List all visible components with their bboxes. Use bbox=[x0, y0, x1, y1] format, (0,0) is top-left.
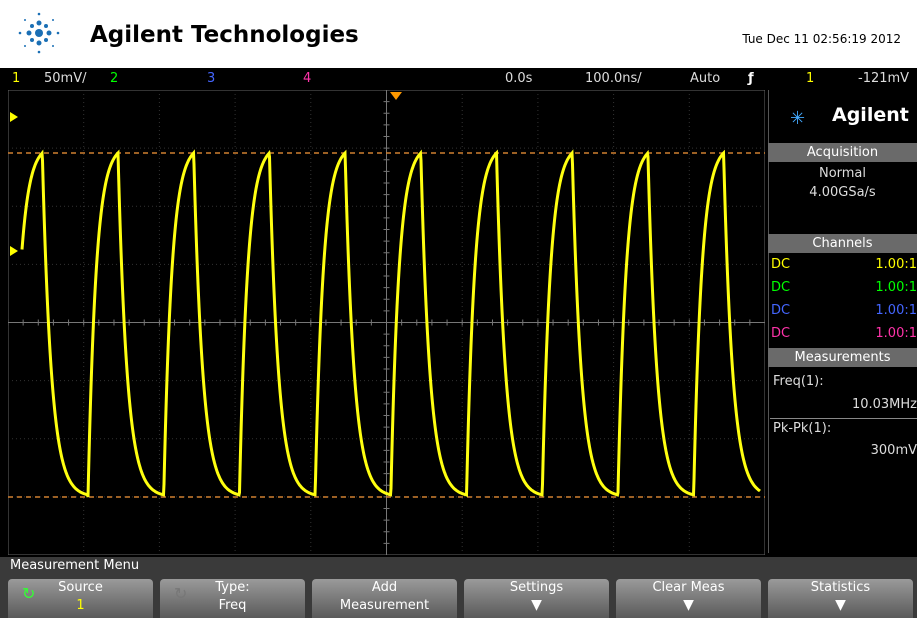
time-delay: 0.0s bbox=[505, 71, 533, 86]
softkey[interactable]: Add Measurement bbox=[312, 579, 457, 618]
trigger-level: -121mV bbox=[858, 71, 910, 86]
measurements-header: Measurements bbox=[768, 348, 917, 367]
acquisition-header: Acquisition bbox=[768, 143, 917, 162]
waveform bbox=[20, 149, 761, 498]
acq-mode: Normal bbox=[818, 166, 867, 181]
ch3-label: 3 bbox=[207, 71, 216, 86]
softkey-arrow: ▼ bbox=[531, 597, 542, 613]
ch2-label: 2 bbox=[110, 71, 119, 86]
trigger-position bbox=[390, 92, 402, 100]
header: Agilent Technologies Tue Dec 11 02:56:19… bbox=[0, 0, 917, 68]
softkey-value: Freq bbox=[218, 598, 247, 613]
trigger-level-marker bbox=[10, 246, 18, 256]
softkey-icon: ↻ bbox=[174, 584, 188, 603]
softkey-label: Add bbox=[371, 580, 398, 595]
softkey-value: Measurement bbox=[339, 598, 430, 613]
softkey[interactable]: Source 1 ↻ bbox=[8, 579, 153, 618]
acq-rate: 4.00GSa/s bbox=[809, 185, 876, 200]
ch1-scale: 50mV/ bbox=[44, 71, 87, 86]
ch1-label: 1 bbox=[12, 71, 21, 86]
softkey[interactable]: Statistics ▼ bbox=[768, 579, 913, 618]
graticule bbox=[8, 90, 765, 555]
channel-ratio: 1.00:1 bbox=[875, 280, 917, 295]
separator bbox=[770, 418, 917, 419]
channel-ratio: 1.00:1 bbox=[875, 257, 917, 272]
softkey-label: Statistics bbox=[810, 580, 871, 595]
softkey-arrow: ▼ bbox=[683, 597, 694, 613]
softkey[interactable]: Clear Meas ▼ bbox=[616, 579, 761, 618]
meas-label: Freq(1): bbox=[773, 374, 824, 389]
softkey[interactable]: Type: Freq ↻ bbox=[160, 579, 305, 618]
trigger-icon: ƒ bbox=[748, 71, 754, 86]
channel-ratio: 1.00:1 bbox=[875, 326, 917, 341]
trigger-source: 1 bbox=[806, 71, 815, 86]
channel-coupling: DC bbox=[771, 280, 791, 295]
softkey-label: Clear Meas bbox=[652, 580, 725, 595]
meas-value: 10.03MHz bbox=[851, 397, 917, 412]
channel-ratio: 1.00:1 bbox=[875, 303, 917, 318]
channel-coupling: DC bbox=[771, 257, 791, 272]
channels-header: Channels bbox=[768, 234, 917, 253]
datetime: Tue Dec 11 02:56:19 2012 bbox=[742, 32, 901, 46]
side-brand: Agilent bbox=[832, 104, 909, 126]
ch4-label: 4 bbox=[303, 71, 312, 86]
softkey-icon: ↻ bbox=[22, 584, 36, 603]
softkey-label: Type: bbox=[215, 580, 250, 595]
side-panel bbox=[768, 90, 917, 553]
softkey[interactable]: Settings ▼ bbox=[464, 579, 609, 618]
side-logo: ✳ bbox=[790, 108, 806, 129]
menu-title: Measurement Menu bbox=[10, 558, 140, 573]
softkey-label: Settings bbox=[509, 580, 564, 595]
ch1-ground-marker bbox=[10, 112, 18, 122]
softkey-value: 1 bbox=[76, 598, 85, 613]
brand: Agilent Technologies bbox=[90, 22, 359, 48]
meas-label: Pk-Pk(1): bbox=[773, 421, 832, 436]
trigger-mode: Auto bbox=[690, 71, 721, 86]
meas-value: 300mV bbox=[870, 443, 917, 458]
grid bbox=[8, 90, 765, 555]
channel-coupling: DC bbox=[771, 303, 791, 318]
time-scale: 100.0ns/ bbox=[585, 71, 642, 86]
channel-coupling: DC bbox=[771, 326, 791, 341]
softkey-label: Source bbox=[58, 580, 103, 595]
logo bbox=[18, 12, 60, 54]
softkey-arrow: ▼ bbox=[835, 597, 846, 613]
